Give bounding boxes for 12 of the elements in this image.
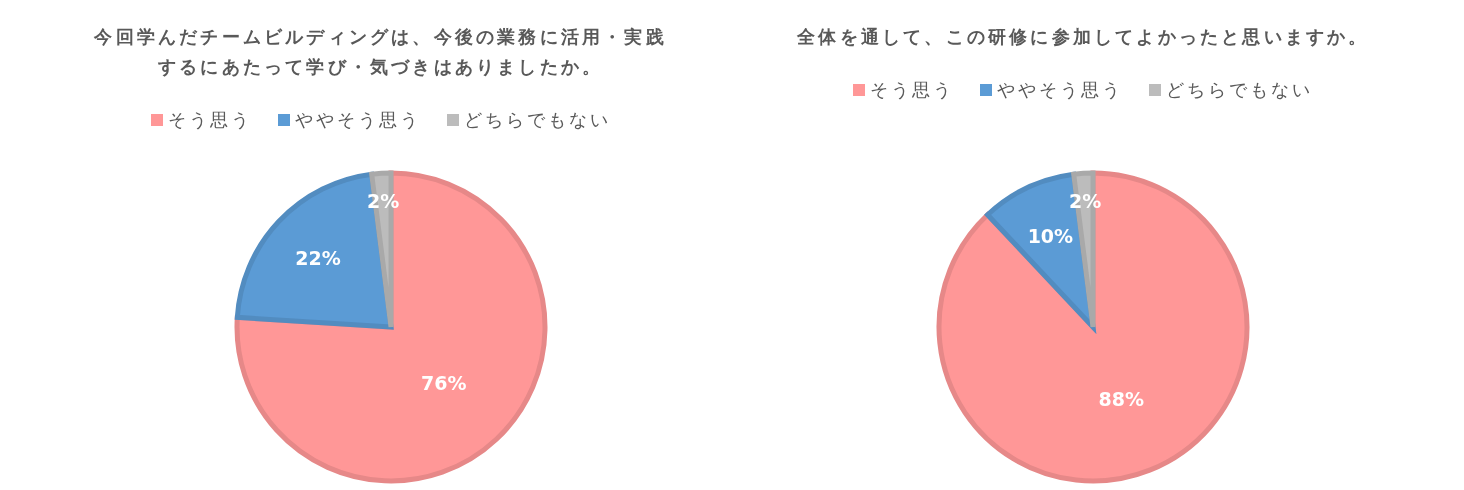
legend-label: そう思う bbox=[870, 78, 955, 102]
chart-title: 全体を通して、この研修に参加してよかったと思いますか。 bbox=[796, 25, 1371, 49]
data-label: 88% bbox=[1098, 387, 1145, 410]
data-label: 76% bbox=[420, 372, 467, 395]
legend-label: そう思う bbox=[167, 108, 252, 132]
legend-label: ややそう思う bbox=[997, 78, 1124, 102]
legend-label: ややそう思う bbox=[294, 108, 421, 132]
data-label: 10% bbox=[1028, 225, 1074, 248]
legend-label: どちらでもない bbox=[463, 108, 611, 132]
chart-title: 今回学んだチームビルディングは、今後の業務に活用・実践するにあたって学び・気づきはありましたか。 bbox=[93, 25, 668, 79]
legend-label: どちらでもない bbox=[1166, 78, 1314, 102]
data-label: 22% bbox=[294, 247, 341, 270]
